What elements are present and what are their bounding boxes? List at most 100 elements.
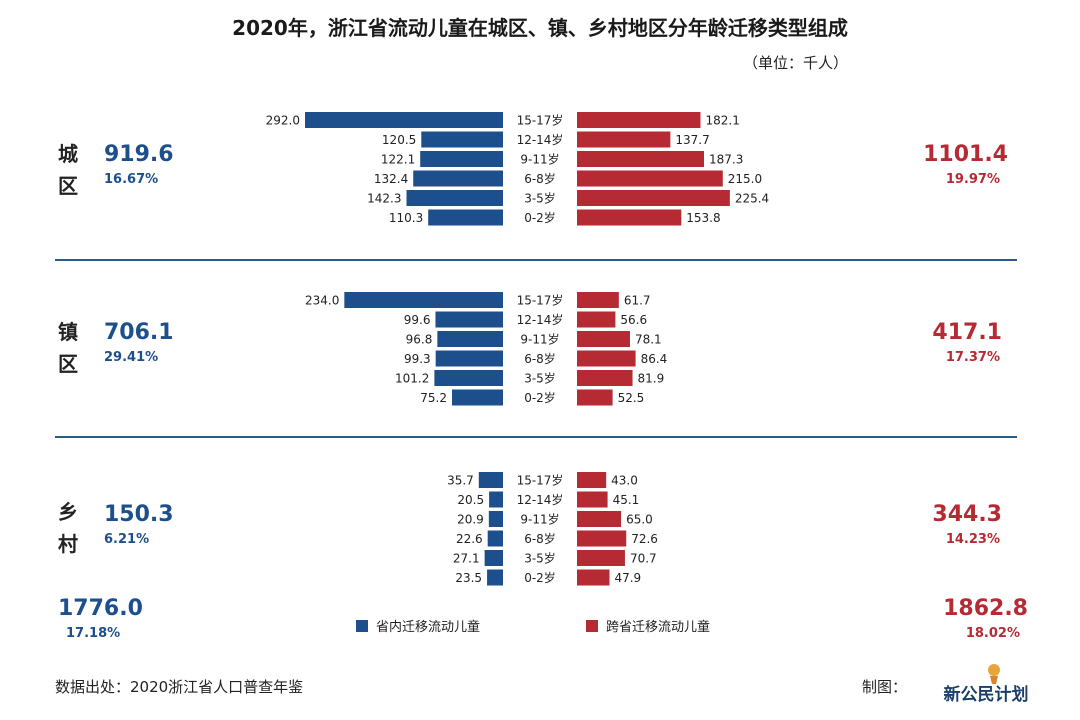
value-label-cross: 45.1 xyxy=(613,493,640,507)
cross-pct-town: 17.37% xyxy=(945,350,1000,365)
age-group-label: 6-8岁 xyxy=(524,531,556,546)
cross-pct-rural: 14.23% xyxy=(945,532,1000,547)
age-group-label: 3-5岁 xyxy=(524,191,556,206)
bar-cross xyxy=(577,292,619,308)
cross-grand-pct: 18.02% xyxy=(965,626,1020,641)
value-label-cross: 52.5 xyxy=(618,391,645,405)
value-label-within: 20.5 xyxy=(457,493,484,507)
within-grand-total: 1776.0 xyxy=(58,596,143,621)
value-label-cross: 215.0 xyxy=(728,172,762,186)
cross-pct-urban: 19.97% xyxy=(945,172,1000,187)
age-group-label: 15-17岁 xyxy=(517,113,564,128)
bar-within xyxy=(489,491,503,508)
bar-within xyxy=(452,389,503,406)
age-group-label: 12-14岁 xyxy=(517,312,564,327)
value-label-cross: 72.6 xyxy=(631,532,658,546)
value-label-cross: 43.0 xyxy=(611,474,638,488)
bar-cross xyxy=(577,569,610,586)
bar-cross xyxy=(577,350,636,367)
chart-title: 2020年，浙江省流动儿童在城区、镇、乡村地区分年龄迁移类型组成 xyxy=(232,16,848,40)
within-pct-town: 29.41% xyxy=(104,350,159,365)
value-label-within: 142.3 xyxy=(367,192,401,206)
legend-swatch-cross xyxy=(586,619,598,632)
age-group-label: 9-11岁 xyxy=(520,332,559,347)
bar-cross xyxy=(577,331,630,347)
value-label-within: 75.2 xyxy=(420,391,447,405)
bar-cross xyxy=(577,389,613,406)
bar-cross xyxy=(577,511,622,527)
bar-within xyxy=(487,569,503,586)
legend-item-within: 省内迁移流动儿童 xyxy=(356,616,480,635)
age-group-label: 12-14岁 xyxy=(517,492,564,507)
region-name-line1: 镇 xyxy=(58,320,78,344)
age-group-label: 3-5岁 xyxy=(524,371,556,386)
value-label-within: 234.0 xyxy=(305,294,339,308)
value-label-cross: 70.7 xyxy=(630,552,657,566)
value-label-cross: 86.4 xyxy=(641,352,668,366)
value-label-within: 132.4 xyxy=(374,172,408,186)
bar-within xyxy=(435,350,503,367)
bar-cross xyxy=(577,472,607,488)
logo-text: 新公民计划 xyxy=(944,684,1029,705)
value-label-within: 35.7 xyxy=(447,474,474,488)
region-name-rural: 乡 村 xyxy=(58,496,84,560)
legend-item-cross: 跨省迁移流动儿童 xyxy=(586,616,710,635)
maker-label: 制图： xyxy=(862,678,908,696)
bar-within xyxy=(488,511,503,527)
age-group-label: 15-17岁 xyxy=(517,473,564,488)
cross-total-rural: 344.3 xyxy=(932,502,1002,527)
value-label-within: 96.8 xyxy=(406,333,433,347)
bar-cross xyxy=(577,209,682,226)
age-group-label: 12-14岁 xyxy=(517,132,564,147)
bar-cross xyxy=(577,370,633,386)
value-label-within: 99.6 xyxy=(404,313,431,327)
within-total-town: 706.1 xyxy=(104,320,174,345)
region-name-line2: 区 xyxy=(58,352,78,376)
bar-within xyxy=(437,331,503,347)
bar-cross xyxy=(577,530,627,547)
region-name-line1: 乡 xyxy=(58,500,78,524)
data-source: 数据出处：2020浙江省人口普查年鉴 xyxy=(55,678,304,696)
age-group-label: 0-2岁 xyxy=(524,210,556,225)
bar-within xyxy=(487,530,503,547)
bar-within xyxy=(428,209,503,226)
age-group-label: 0-2岁 xyxy=(524,390,556,405)
bar-cross xyxy=(577,151,705,167)
unit-label: （单位：千人） xyxy=(742,54,848,72)
bar-within xyxy=(406,190,503,206)
value-label-within: 120.5 xyxy=(382,133,416,147)
age-group-label: 9-11岁 xyxy=(520,152,559,167)
age-group-label: 0-2岁 xyxy=(524,570,556,585)
region-name-town: 镇 区 xyxy=(58,316,84,380)
value-label-cross: 47.9 xyxy=(614,571,641,585)
age-group-label: 15-17岁 xyxy=(517,293,564,308)
bar-cross xyxy=(577,311,616,328)
value-label-within: 122.1 xyxy=(381,153,415,167)
value-label-cross: 78.1 xyxy=(635,333,662,347)
age-group-label: 6-8岁 xyxy=(524,351,556,366)
section-divider xyxy=(55,259,1017,261)
value-label-within: 101.2 xyxy=(395,372,429,386)
bar-cross xyxy=(577,190,730,206)
value-label-cross: 182.1 xyxy=(705,114,739,128)
legend-label-cross: 跨省迁移流动儿童 xyxy=(606,620,711,635)
value-label-cross: 56.6 xyxy=(620,313,647,327)
value-label-within: 27.1 xyxy=(453,552,480,566)
value-label-cross: 61.7 xyxy=(624,294,651,308)
region-name-urban: 城 区 xyxy=(58,138,84,202)
value-label-within: 22.6 xyxy=(456,532,483,546)
bar-within xyxy=(420,151,503,167)
region-name-line2: 区 xyxy=(58,174,78,198)
legend-label-within: 省内迁移流动儿童 xyxy=(376,620,481,635)
bar-within xyxy=(484,550,503,566)
cross-total-urban: 1101.4 xyxy=(923,142,1008,167)
bar-cross xyxy=(577,550,625,566)
cross-grand-total: 1862.8 xyxy=(943,596,1028,621)
value-label-within: 110.3 xyxy=(389,211,423,225)
value-label-within: 99.3 xyxy=(404,352,431,366)
region-name-line1: 城 xyxy=(58,142,78,166)
bar-within xyxy=(344,292,503,308)
bar-cross xyxy=(577,491,608,508)
age-group-label: 9-11岁 xyxy=(520,512,559,527)
